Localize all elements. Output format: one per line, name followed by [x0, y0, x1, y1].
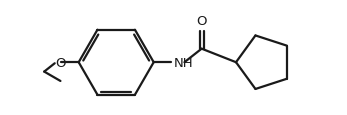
Text: O: O	[196, 15, 207, 28]
Text: O: O	[55, 56, 66, 69]
Text: NH: NH	[174, 57, 193, 70]
